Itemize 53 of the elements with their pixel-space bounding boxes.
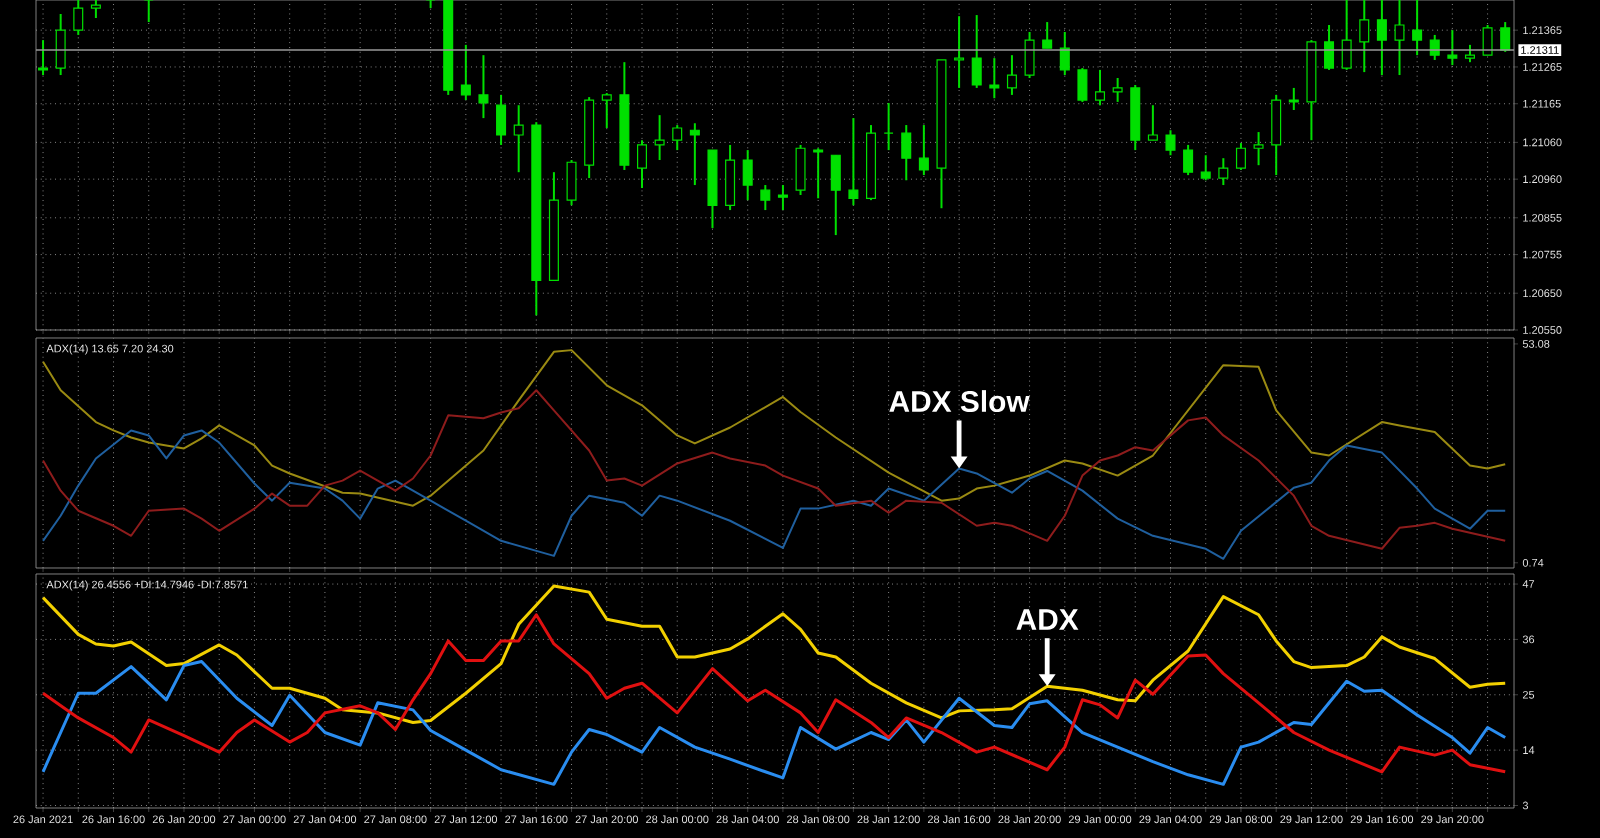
candlestick [1147,104,1158,142]
candlestick [901,124,912,182]
candlestick [989,57,1000,100]
candlestick [1447,29,1458,67]
candlestick [918,124,929,177]
candlestick [725,143,736,212]
candlestick [813,147,824,200]
candlestick [460,43,471,102]
line-series [41,584,1507,724]
candlestick [1500,21,1511,53]
candlestick [848,117,859,207]
candlestick [1482,24,1493,57]
candlestick [38,39,49,77]
candlestick [1235,142,1246,171]
candlestick [1024,31,1035,79]
candlestick [1077,67,1088,103]
candlestick [55,12,66,77]
candlestick [1253,131,1264,167]
candlestick [760,184,771,212]
candlestick [1112,76,1123,103]
candlestick [654,114,665,162]
candlestick [1200,154,1211,182]
candlestick [1042,21,1053,50]
candlestick [1288,86,1299,111]
candlestick [1218,157,1229,187]
line-series [41,613,1507,774]
candlestick [777,184,788,212]
candlestick [1183,143,1194,177]
candlestick [830,154,841,237]
candlestick [795,143,806,196]
candlestick [971,14,982,89]
candlestick [496,93,507,146]
candlestick [1271,93,1282,177]
candlestick [637,139,648,189]
annotation: ADX [1016,609,1079,630]
line-series [42,389,1507,550]
candlestick [566,159,577,207]
annotation: ADX Slow [889,390,1030,413]
candlestick [689,122,700,187]
candlestick [1412,0,1423,57]
candlestick [1165,129,1176,157]
candlestick [1059,31,1070,77]
candlestick [742,149,753,202]
candlestick [1376,0,1387,77]
candlestick [478,54,489,120]
candlestick [954,15,965,89]
candlestick [601,92,612,130]
line-series [42,429,1507,560]
candlestick [1006,54,1017,96]
candlestick [672,124,683,152]
candlestick [513,104,524,174]
candlestick [1095,68,1106,107]
candlestick [1324,24,1335,71]
